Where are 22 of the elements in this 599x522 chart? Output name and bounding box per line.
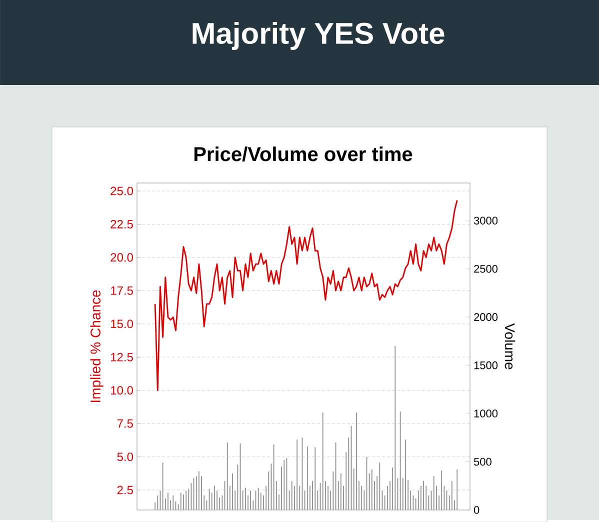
y-tick-label: 2.5: [117, 486, 133, 494]
y2-tick-label: 2500: [474, 264, 498, 273]
y-tick-label: 5.0: [117, 452, 134, 461]
y2-tick-label: 3000: [474, 216, 498, 224]
y-tick-label: 17.5: [111, 286, 133, 295]
y-tick-label: 12.5: [111, 352, 133, 362]
y-tick-label: 22.5: [110, 220, 133, 228]
y2-axis-title: Volume: [504, 323, 516, 370]
y-tick-label: 20.0: [110, 253, 134, 262]
y2-tick-label: 2000: [474, 313, 498, 321]
y-tick-label: 15.0: [111, 320, 134, 328]
y2-tick-label: 500: [474, 458, 492, 466]
chart-title: Majority YES Vote: [192, 22, 444, 50]
chart-subtitle: Price/Volume over time: [194, 146, 412, 162]
y-tick-label: 7.5: [117, 419, 133, 428]
y2-tick-label: 1500: [474, 361, 498, 370]
y-axis-title: Implied % Chance: [90, 290, 104, 402]
y2-tick-label: 1000: [474, 410, 498, 418]
y2-tick-label: 0: [474, 506, 480, 514]
y-tick-label: 25.0: [110, 186, 134, 196]
y-tick-label: 10.0: [111, 386, 134, 394]
line-series: [154, 199, 458, 391]
